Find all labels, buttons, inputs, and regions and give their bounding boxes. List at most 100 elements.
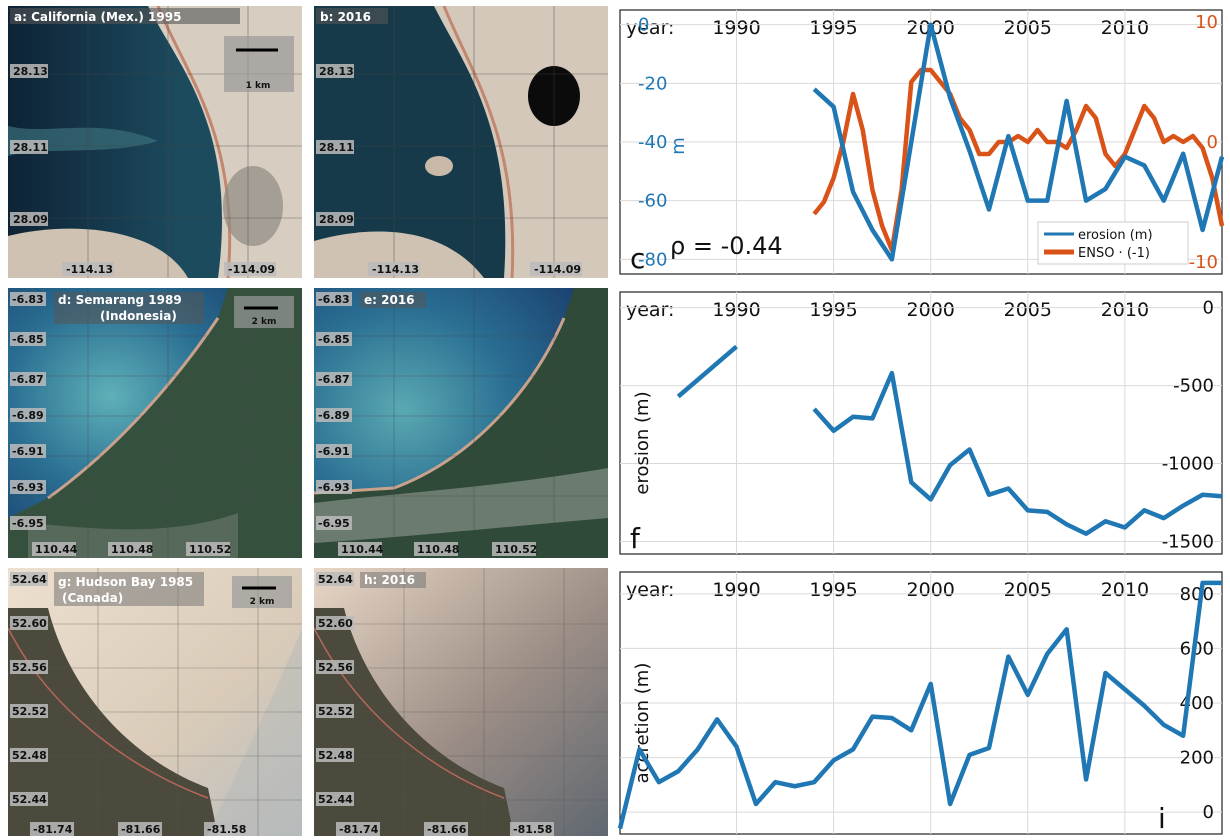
y-tick-label: -500 <box>1173 376 1214 397</box>
chart-c: 1990 1995 2000 2005 2010 year: 0 -20 -40 -60 -80 m 1… <box>618 6 1226 278</box>
satellite-image-g: g: Hudson Bay 1985 (Canada) 2 km 52.64 5… <box>8 568 302 836</box>
map-e-lon-2: 110.48 <box>417 543 459 556</box>
y-axis-label: m <box>668 137 689 155</box>
map-a-lon-1: -114.13 <box>66 263 113 276</box>
map-g-lat-2: 52.60 <box>12 617 47 630</box>
map-b-lat-1: 28.13 <box>319 65 354 78</box>
legend-label: erosion (m) <box>1078 228 1153 243</box>
map-a-lat-2: 28.11 <box>13 141 48 154</box>
map-panel-d: d: Semarang 1989 (Indonesia) 2 km -6.83 … <box>8 288 302 558</box>
y-tick-label: -20 <box>638 73 667 94</box>
x-tick-label: 1995 <box>809 299 857 321</box>
map-e-label: e: 2016 <box>364 293 415 307</box>
map-g-lat-5: 52.48 <box>12 749 47 762</box>
map-d-lat-6: -6.93 <box>12 481 44 494</box>
satellite-image-h: h: 2016 52.64 52.60 52.56 52.52 52.48 52… <box>314 568 608 836</box>
x-tick-label: 2010 <box>1101 579 1149 601</box>
y-tick-label: 0 <box>1203 298 1214 319</box>
map-panel-e: e: 2016 -6.83 -6.85 -6.87 -6.89 -6.91 -6… <box>314 288 608 558</box>
y-tick-label: 600 <box>1180 638 1214 659</box>
map-a-lat-3: 28.09 <box>13 213 48 226</box>
y-tick-label: 0 <box>638 15 649 36</box>
plot-frame <box>619 291 1223 555</box>
map-h-lat-6: 52.44 <box>318 793 353 806</box>
map-d-label-country: (Indonesia) <box>100 309 177 323</box>
map-d-label: d: Semarang 1989 <box>58 293 182 307</box>
map-g-label: g: Hudson Bay 1985 <box>58 575 193 589</box>
chart-c-svg: 1990 1995 2000 2005 2010year:0-20-40-60-80m1… <box>619 9 1225 275</box>
legend-box <box>1037 221 1189 265</box>
satellite-image-a: a: California (Mex.) 1995 1 km 28.13 28.… <box>8 6 302 278</box>
map-panel-a: a: California (Mex.) 1995 1 km 28.13 28.… <box>8 6 302 278</box>
map-a-lat-1: 28.13 <box>13 65 48 78</box>
series-line <box>676 344 738 399</box>
y-tick-label: -60 <box>638 191 667 212</box>
map-h-lat-4: 52.52 <box>318 705 353 718</box>
legend-label: ENSO · (-1) <box>1078 246 1150 261</box>
map-g-lat-3: 52.56 <box>12 661 47 674</box>
map-b-label: b: 2016 <box>320 10 371 24</box>
map-panel-g: g: Hudson Bay 1985 (Canada) 2 km 52.64 5… <box>8 568 302 836</box>
map-e-lat-1: -6.83 <box>318 293 350 306</box>
chart-i: 1990 1995 2000 2005 2010 year: 800 600 400 200 0 ac… <box>617 568 1226 836</box>
panel-letter: i <box>1158 802 1166 835</box>
map-e-lon-3: 110.52 <box>495 543 537 556</box>
map-e-lat-2: -6.85 <box>318 333 350 346</box>
year-label: year: <box>626 17 674 39</box>
y2-tick-label: -10 <box>1189 252 1218 273</box>
y2-tick-label: 0 <box>1207 132 1218 153</box>
x-tick-label: 2005 <box>1004 579 1052 601</box>
x-tick-label: 2000 <box>907 299 955 321</box>
map-g-lat-6: 52.44 <box>12 793 47 806</box>
satellite-image-e: e: 2016 -6.83 -6.85 -6.87 -6.89 -6.91 -6… <box>314 288 608 558</box>
year-label: year: <box>626 579 674 601</box>
map-a-lon-2: -114.09 <box>228 263 275 276</box>
map-g-lon-1: -81.74 <box>33 823 73 836</box>
map-h-label: h: 2016 <box>364 573 415 587</box>
map-e-lat-5: -6.91 <box>318 445 350 458</box>
x-tick-label: 1990 <box>712 17 760 39</box>
map-g-scale: 2 km <box>250 597 275 607</box>
x-tick-label: 1995 <box>809 579 857 601</box>
y-tick-label: -1000 <box>1162 454 1214 475</box>
y-tick-label: -40 <box>638 132 667 153</box>
series-line <box>617 580 1222 830</box>
map-d-scale: 2 km <box>252 317 277 327</box>
satellite-image-d: d: Semarang 1989 (Indonesia) 2 km -6.83 … <box>8 288 302 558</box>
y-tick-label: 800 <box>1180 584 1214 605</box>
map-e-lat-3: -6.87 <box>318 373 350 386</box>
map-d-lat-1: -6.83 <box>12 293 44 306</box>
map-e-lat-6: -6.93 <box>318 481 350 494</box>
map-panel-b: b: 2016 28.13 28.11 28.09 -114.13 -114.0… <box>314 6 608 278</box>
map-d-lat-7: -6.95 <box>12 517 44 530</box>
map-e-lat-4: -6.89 <box>318 409 350 422</box>
map-g-lon-2: -81.66 <box>121 823 161 836</box>
year-label: year: <box>626 299 674 321</box>
x-tick-label: 1990 <box>712 579 760 601</box>
map-b-lat-3: 28.09 <box>319 213 354 226</box>
y-tick-label: -80 <box>638 249 667 270</box>
panel-letter: c <box>630 242 645 275</box>
x-tick-label: 2010 <box>1101 17 1149 39</box>
map-d-lat-4: -6.89 <box>12 409 44 422</box>
map-e-lon-1: 110.44 <box>341 543 384 556</box>
map-h-lon-3: -81.58 <box>513 823 552 836</box>
series-line <box>812 22 1225 262</box>
map-g-lat-1: 52.64 <box>12 573 47 586</box>
map-g-lat-4: 52.52 <box>12 705 47 718</box>
map-h-lon-2: -81.66 <box>427 823 467 836</box>
map-e-lat-7: -6.95 <box>318 517 350 530</box>
satellite-image-b: b: 2016 28.13 28.11 28.09 -114.13 -114.0… <box>314 6 608 278</box>
map-d-lon-3: 110.52 <box>189 543 231 556</box>
map-b-lon-1: -114.13 <box>372 263 419 276</box>
series-line <box>812 370 1223 536</box>
panel-letter: f <box>630 522 641 555</box>
map-g-label-country: (Canada) <box>62 591 123 605</box>
map-h-lat-5: 52.48 <box>318 749 353 762</box>
map-a-label: a: California (Mex.) 1995 <box>14 10 181 24</box>
map-h-lat-2: 52.60 <box>318 617 353 630</box>
map-g-lon-3: -81.58 <box>207 823 246 836</box>
map-b-lat-2: 28.11 <box>319 141 354 154</box>
chart-f: 1990 1995 2000 2005 2010 year: 0 -500 -1000 -1500… <box>618 288 1226 558</box>
